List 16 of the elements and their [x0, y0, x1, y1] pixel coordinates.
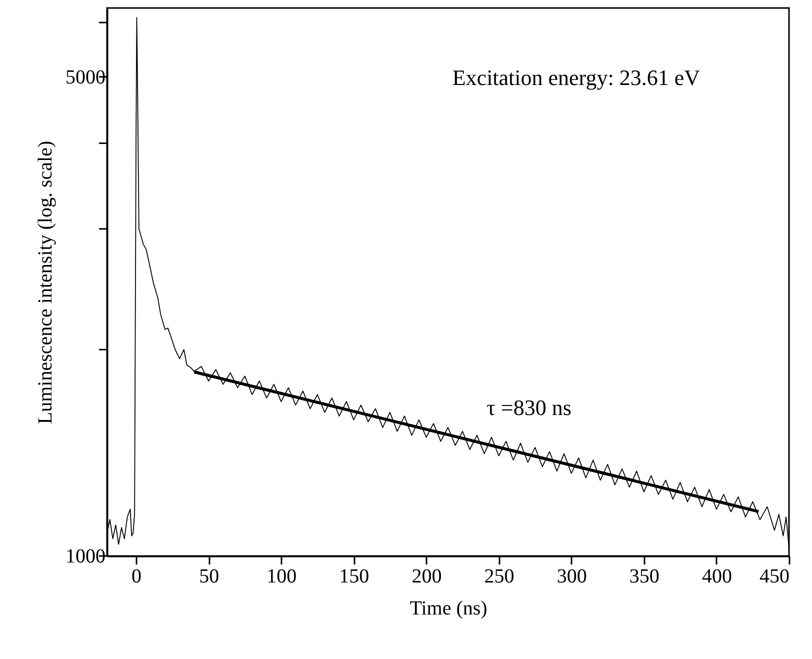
- x-tick-label: 100: [266, 566, 297, 588]
- annotation: Excitation energy: 23.61 eV: [452, 65, 700, 90]
- x-tick-label: 350: [629, 566, 660, 588]
- x-tick-label: 200: [412, 566, 442, 588]
- y-tick-label: 5000: [66, 66, 106, 88]
- y-tick-label: 1000: [66, 546, 106, 568]
- x-axis-title: Time (ns): [410, 598, 488, 620]
- x-tick-label: 300: [556, 566, 587, 588]
- x-tick-label: 250: [484, 566, 514, 588]
- x-tick-label: 400: [702, 566, 732, 588]
- annotation: τ =830 ns: [486, 395, 572, 420]
- x-tick-label: 450: [760, 566, 790, 588]
- x-tick-label: 50: [199, 566, 220, 588]
- x-tick-label: 0: [132, 566, 142, 588]
- y-axis-title: Luminescence intensity (log. scale): [34, 140, 56, 424]
- x-tick-label: 150: [339, 566, 370, 588]
